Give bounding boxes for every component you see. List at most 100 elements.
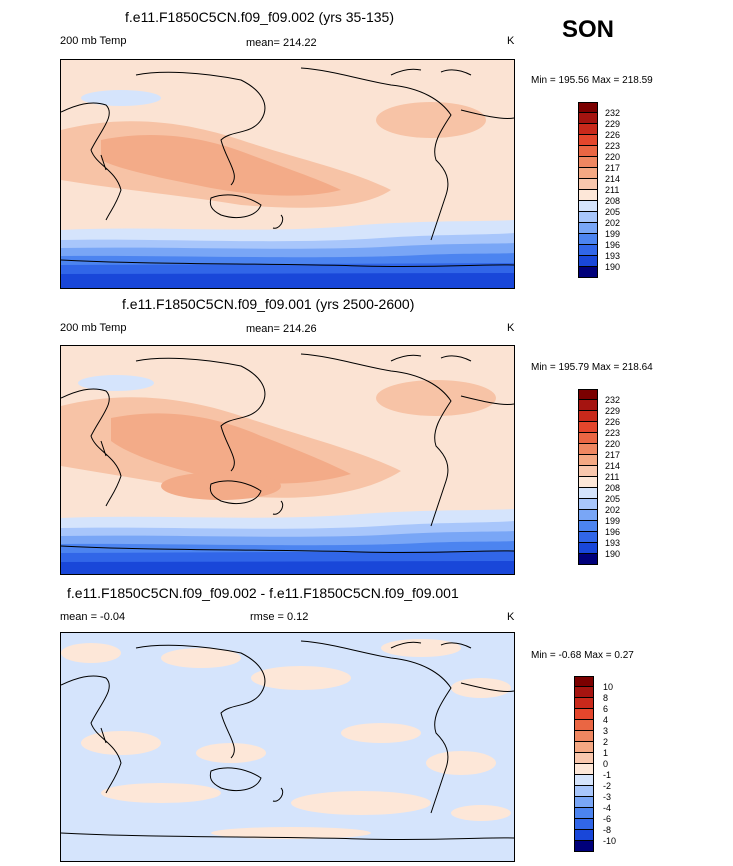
colorbar-swatch xyxy=(574,720,594,731)
colorbar-label: 211 xyxy=(605,472,620,482)
colorbar-label: 196 xyxy=(605,240,621,250)
panel-1-title: f.e11.F1850C5CN.f09_f09.002 (yrs 35-135) xyxy=(125,9,395,25)
colorbar-swatch xyxy=(578,212,598,223)
colorbar-label: 214 xyxy=(605,174,621,184)
panel-2-mean-label: mean= 214.26 xyxy=(246,323,317,335)
colorbar-swatch xyxy=(578,389,598,400)
colorbar-label: 220 xyxy=(605,439,621,449)
colorbar-swatch xyxy=(578,168,598,179)
panel-3-units-label: K xyxy=(507,611,515,623)
colorbar-label: 8 xyxy=(603,693,609,703)
panel-3-map xyxy=(60,632,515,862)
colorbar-label: -10 xyxy=(603,836,617,846)
colorbar-swatch xyxy=(574,687,594,698)
colorbar-swatch xyxy=(578,477,598,488)
colorbar-label: -4 xyxy=(603,803,612,813)
colorbar-label: 223 xyxy=(605,428,621,438)
colorbar-swatch xyxy=(574,819,594,830)
panel-2-map-field xyxy=(61,346,514,574)
colorbar-label: -2 xyxy=(603,781,612,791)
panel-1-map-field xyxy=(61,60,514,288)
colorbar-label: 214 xyxy=(605,461,621,471)
colorbar-swatch xyxy=(574,786,594,797)
colorbar-label: 4 xyxy=(603,715,609,725)
colorbar-label: 199 xyxy=(605,229,621,239)
colorbar-swatch xyxy=(578,102,598,113)
colorbar-swatch xyxy=(578,554,598,565)
colorbar-swatch xyxy=(578,532,598,543)
panel-2-map xyxy=(60,345,515,575)
colorbar-swatch xyxy=(578,201,598,212)
colorbar-swatch xyxy=(578,179,598,190)
colorbar-swatch xyxy=(578,433,598,444)
colorbar-label: 196 xyxy=(605,527,621,537)
colorbar-swatch xyxy=(578,190,598,201)
panel-2-title: f.e11.F1850C5CN.f09_f09.001 (yrs 2500-26… xyxy=(122,296,415,312)
colorbar-swatch xyxy=(574,775,594,786)
colorbar-label: 2 xyxy=(603,737,609,747)
panel-1-variable-label: 200 mb Temp xyxy=(60,35,127,47)
colorbar-swatch xyxy=(578,543,598,554)
colorbar-swatch xyxy=(578,488,598,499)
colorbar-label: 208 xyxy=(605,483,621,493)
colorbar-swatch xyxy=(574,742,594,753)
panel-1-units-label: K xyxy=(507,35,515,47)
colorbar-label: 199 xyxy=(605,516,621,526)
colorbar-swatch xyxy=(578,422,598,433)
colorbar-label: 223 xyxy=(605,141,621,151)
colorbar-swatch xyxy=(574,841,594,852)
panel-1-map xyxy=(60,59,515,289)
colorbar-swatch xyxy=(574,764,594,775)
panel-2-colorbar xyxy=(578,389,598,565)
colorbar-swatch xyxy=(578,455,598,466)
colorbar-label: 0 xyxy=(603,759,609,769)
colorbar-swatch xyxy=(574,731,594,742)
panel-3-rmse-label: rmse = 0.12 xyxy=(250,611,309,623)
panel-2-variable-label: 200 mb Temp xyxy=(60,322,127,334)
colorbar-label: -1 xyxy=(603,770,612,780)
panel-3-title: f.e11.F1850C5CN.f09_f09.002 - f.e11.F185… xyxy=(67,585,459,601)
colorbar-swatch xyxy=(574,797,594,808)
colorbar-swatch xyxy=(574,709,594,720)
colorbar-label: 193 xyxy=(605,251,621,261)
colorbar-label: 229 xyxy=(605,406,621,416)
colorbar-swatch xyxy=(578,466,598,477)
colorbar-swatch xyxy=(578,234,598,245)
colorbar-label: 190 xyxy=(605,549,621,559)
panel-1-colorbar xyxy=(578,102,598,278)
colorbar-label: 220 xyxy=(605,152,621,162)
colorbar-label: 232 xyxy=(605,395,621,405)
colorbar-swatch xyxy=(578,113,598,124)
colorbar-label: 10 xyxy=(603,682,614,692)
colorbar-label: 232 xyxy=(605,108,621,118)
colorbar-swatch xyxy=(578,124,598,135)
colorbar-label: 217 xyxy=(605,163,621,173)
colorbar-swatch xyxy=(578,411,598,422)
colorbar-swatch xyxy=(578,267,598,278)
colorbar-label: 190 xyxy=(605,262,621,272)
colorbar-swatch xyxy=(578,245,598,256)
colorbar-label: 6 xyxy=(603,704,609,714)
colorbar-label: 205 xyxy=(605,207,621,217)
colorbar-swatch xyxy=(578,157,598,168)
colorbar-swatch xyxy=(578,223,598,234)
panel-3-mean-label: mean = -0.04 xyxy=(60,611,126,623)
panel-2-minmax: Min = 195.79 Max = 218.64 xyxy=(531,362,653,373)
colorbar-swatch xyxy=(578,400,598,411)
colorbar-swatch xyxy=(574,830,594,841)
colorbar-label: 226 xyxy=(605,417,621,427)
colorbar-label: 193 xyxy=(605,538,621,548)
panel-3-colorbar xyxy=(574,676,594,852)
colorbar-swatch xyxy=(578,521,598,532)
colorbar-swatch xyxy=(574,698,594,709)
colorbar-label: 226 xyxy=(605,130,621,140)
colorbar-swatch xyxy=(578,135,598,146)
colorbar-swatch xyxy=(578,444,598,455)
colorbar-label: 202 xyxy=(605,218,621,228)
colorbar-label: 202 xyxy=(605,505,621,515)
colorbar-swatch xyxy=(578,510,598,521)
colorbar-label: 1 xyxy=(603,748,609,758)
colorbar-swatch xyxy=(574,753,594,764)
colorbar-label: 229 xyxy=(605,119,621,129)
panel-1-mean-label: mean= 214.22 xyxy=(246,37,317,49)
